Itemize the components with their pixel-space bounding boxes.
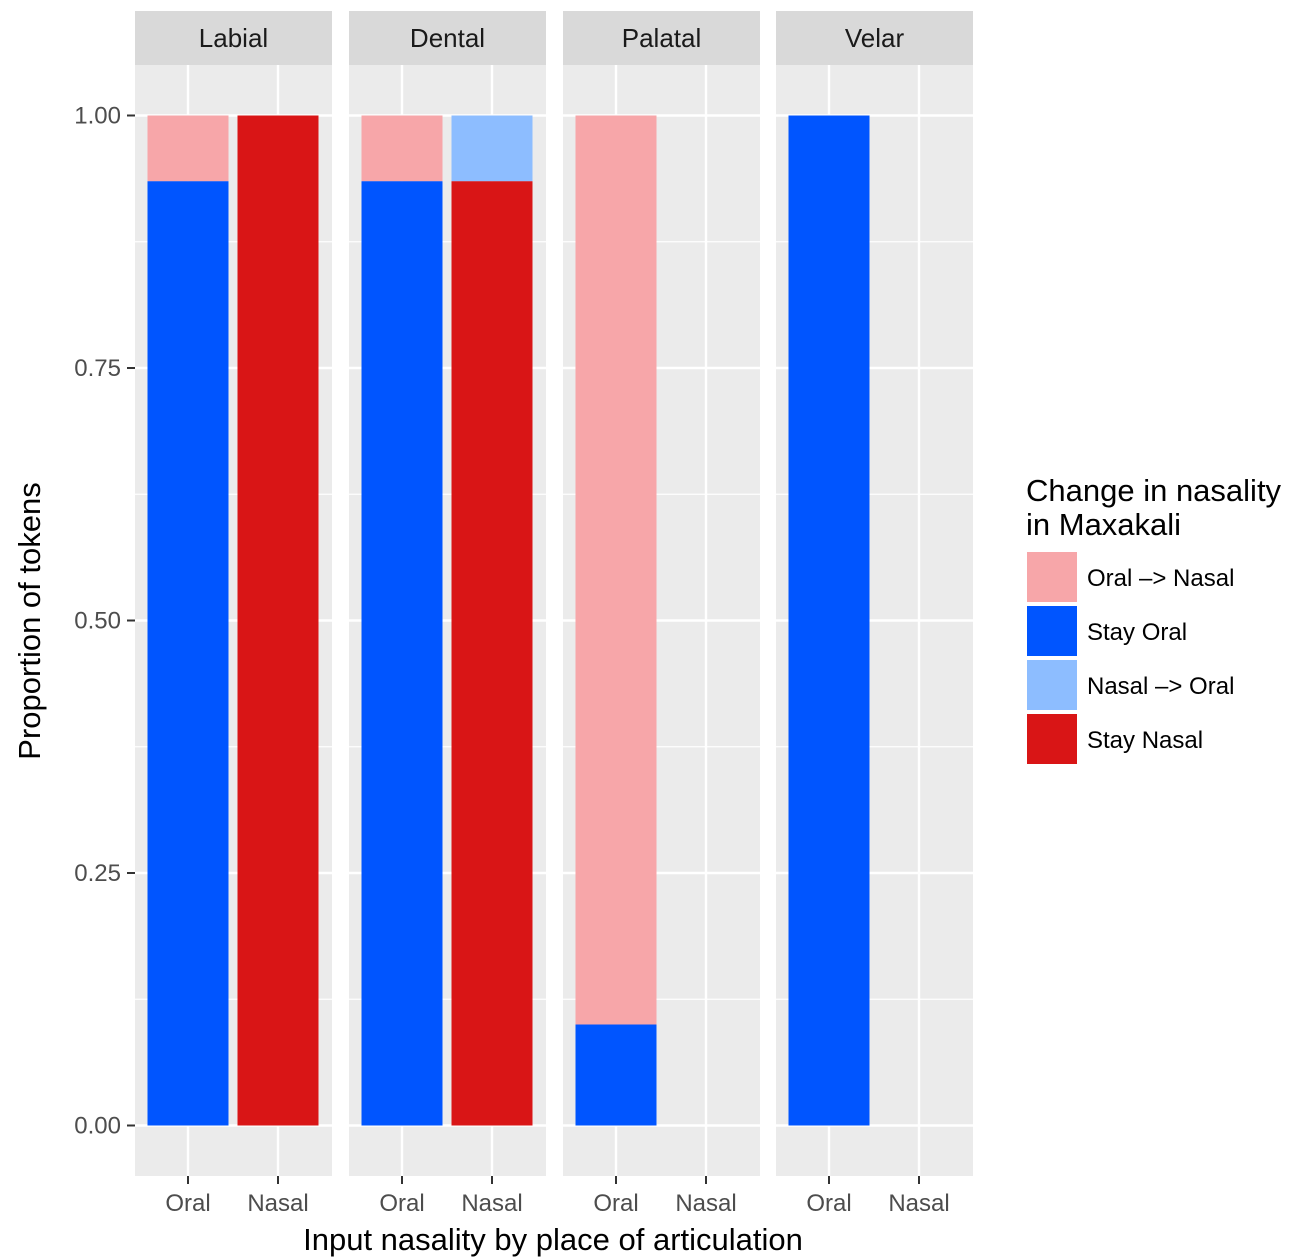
facet-panel-palatal: Palatal Oral Nasal: [563, 11, 760, 1217]
bar-segment-stay-nasal: [451, 181, 533, 1126]
facet-strip: [563, 11, 760, 65]
facet-panel-velar: Velar Oral Nasal: [776, 11, 973, 1217]
bar-segment-stay-oral: [147, 181, 229, 1126]
y-axis: 0.00 0.25 0.50 0.75 1.00: [74, 103, 135, 1140]
x-tick-label: Nasal: [461, 1190, 522, 1217]
facet-panel-dental: Dental Oral Nasal: [349, 11, 546, 1217]
legend-key: [1027, 714, 1077, 764]
legend-label: Nasal –> Oral: [1087, 673, 1234, 700]
bar-segment-stay-oral: [575, 1024, 657, 1126]
legend-label: Stay Oral: [1087, 619, 1187, 646]
x-tick-label: Nasal: [247, 1190, 308, 1217]
x-tick-label: Oral: [593, 1190, 638, 1217]
legend-key: [1027, 660, 1077, 710]
y-tick-label: 0.75: [74, 355, 121, 382]
bar-segment-oral-nasal: [575, 115, 657, 1025]
bar-segment-stay-oral: [361, 181, 443, 1126]
bar-segment-oral-nasal: [361, 115, 443, 182]
x-tick-label: Nasal: [675, 1190, 736, 1217]
y-axis-title: Proportion of tokens: [12, 482, 47, 759]
facet-strip-label: Dental: [410, 23, 485, 53]
legend-key: [1027, 606, 1077, 656]
facet-strip-label: Palatal: [622, 23, 702, 53]
legend-label: Stay Nasal: [1087, 727, 1203, 754]
legend-label: Oral –> Nasal: [1087, 565, 1234, 592]
y-tick-label: 0.50: [74, 608, 121, 635]
y-tick-label: 1.00: [74, 103, 121, 130]
facet-strip-label: Labial: [199, 23, 268, 53]
legend-title: in Maxakali: [1026, 507, 1181, 542]
bar-segment-stay-oral: [788, 115, 870, 1126]
y-tick-label: 0.00: [74, 1113, 121, 1140]
bar-segment-stay-nasal: [237, 115, 319, 1126]
facet-strip: [135, 11, 332, 65]
x-tick-label: Oral: [379, 1190, 424, 1217]
x-axis-title: Input nasality by place of articulation: [303, 1222, 803, 1257]
legend-key: [1027, 552, 1077, 602]
facet-strip: [349, 11, 546, 65]
facet-strip: [776, 11, 973, 65]
x-tick-label: Oral: [165, 1190, 210, 1217]
bar-segment-nasal-oral: [451, 115, 533, 182]
facet-panel-labial: Labial Oral Nasal: [135, 11, 332, 1217]
facet-strip-label: Velar: [845, 23, 905, 53]
legend-title: Change in nasality: [1026, 473, 1282, 508]
x-tick-label: Nasal: [888, 1190, 949, 1217]
x-tick-label: Oral: [806, 1190, 851, 1217]
facet-panels: Labial Oral Nasal Dental Oral Nasal Palatal Ora…: [135, 11, 973, 1217]
bar-segment-oral-nasal: [147, 115, 229, 182]
y-tick-label: 0.25: [74, 860, 121, 887]
